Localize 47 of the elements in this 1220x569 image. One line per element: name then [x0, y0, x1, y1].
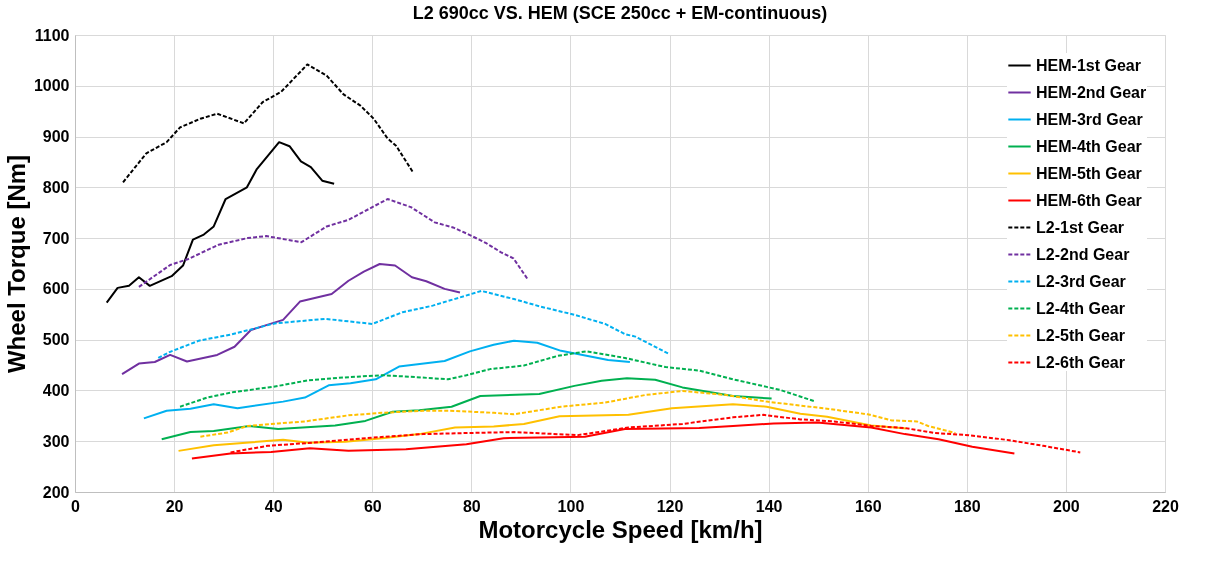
x-tick-label: 160 — [854, 497, 882, 515]
x-tick-label: 140 — [755, 497, 783, 515]
line-series — [137, 198, 529, 288]
line-series — [160, 377, 773, 441]
line-series — [105, 141, 336, 304]
x-axis-title: Motorcycle Speed [km/h] — [478, 515, 763, 543]
y-tick-label: 700 — [42, 229, 70, 247]
x-tick-label: 0 — [71, 497, 81, 515]
x-tick-label: 80 — [462, 497, 481, 515]
line-series — [121, 263, 461, 376]
legend-label: HEM-2nd Gear — [1036, 83, 1147, 101]
x-tick-label: 200 — [1053, 497, 1080, 515]
line-series — [177, 403, 908, 452]
line-series — [179, 350, 817, 408]
x-tick-label: 220 — [1152, 497, 1179, 515]
line-series — [122, 63, 414, 184]
legend-label: HEM-1st Gear — [1036, 56, 1141, 74]
legend-label: HEM-3rd Gear — [1036, 110, 1143, 128]
line-series — [199, 389, 957, 438]
x-tick-label: 60 — [363, 497, 382, 515]
x-tick-label: 40 — [264, 497, 283, 515]
legend-label: L2-1st Gear — [1036, 218, 1125, 236]
legend-label: L2-6th Gear — [1036, 353, 1125, 371]
y-tick-label: 600 — [42, 280, 70, 298]
chart-title: L2 690cc VS. HEM (SCE 250cc + EM-continuous) — [412, 3, 828, 23]
line-series — [157, 289, 670, 359]
y-tick-label: 1000 — [33, 77, 70, 95]
legend-label: HEM-6th Gear — [1036, 191, 1142, 209]
legend-label: HEM-4th Gear — [1036, 137, 1142, 155]
legend-label: L2-2nd Gear — [1036, 245, 1130, 263]
legend-label: L2-4th Gear — [1036, 299, 1125, 317]
x-tick-label: 120 — [656, 497, 684, 515]
y-tick-label: 800 — [42, 178, 70, 196]
x-tick-label: 100 — [557, 497, 585, 515]
y-tick-label: 500 — [42, 331, 70, 349]
x-tick-label: 20 — [165, 497, 184, 515]
y-tick-label: 900 — [42, 128, 70, 146]
x-tick-label: 180 — [953, 497, 981, 515]
legend-label: L2-5th Gear — [1036, 326, 1125, 344]
y-tick-label: 400 — [42, 381, 70, 399]
legend-label: HEM-5th Gear — [1036, 164, 1142, 182]
y-tick-label: 300 — [42, 432, 70, 450]
y-tick-label: 200 — [42, 483, 70, 501]
legend-label: L2-3rd Gear — [1036, 272, 1126, 290]
line-series — [142, 339, 631, 420]
y-axis-title: Wheel Torque [Nm] — [2, 154, 30, 374]
y-tick-label: 1100 — [34, 26, 70, 44]
